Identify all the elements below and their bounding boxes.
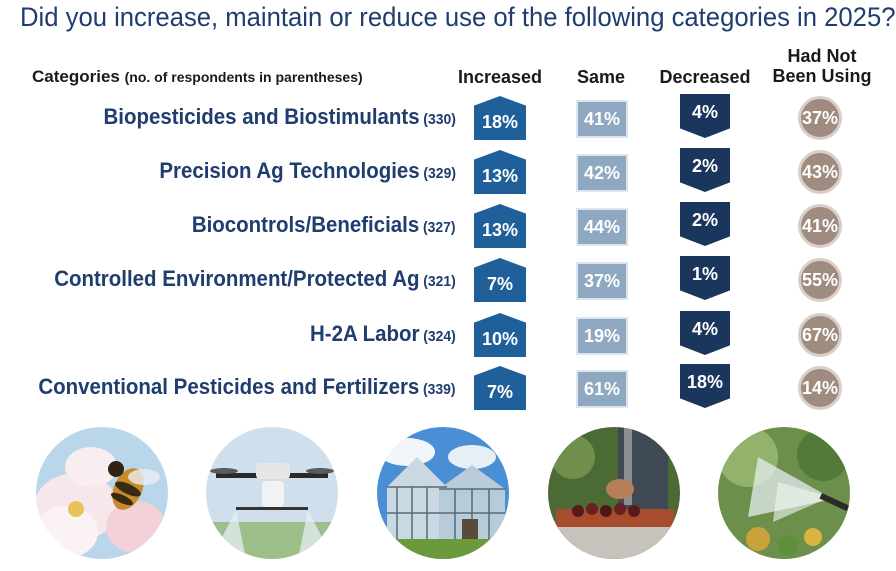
increased-value: 7% xyxy=(474,366,526,410)
category-name: Precision Ag Technologies xyxy=(159,158,420,183)
decreased-value: 2% xyxy=(680,202,730,246)
increased-value: 10% xyxy=(474,313,526,357)
had-not-been-using-value: 41% xyxy=(798,204,842,248)
respondent-count: (327) xyxy=(423,219,456,236)
decreased-value: 1% xyxy=(680,256,730,300)
had-not-been-using-value: 55% xyxy=(798,258,842,302)
decreased-value: 4% xyxy=(680,94,730,138)
table-row: H-2A Labor (324) 10% 19% 4% 67% xyxy=(0,311,896,361)
bee-on-flower-photo xyxy=(36,427,168,559)
category-label: Biopesticides and Biostimulants (330) xyxy=(104,104,456,130)
respondent-count: (329) xyxy=(423,165,456,182)
increased-value: 13% xyxy=(474,150,526,194)
had-not-been-using-value: 43% xyxy=(798,150,842,194)
same-value: 61% xyxy=(578,372,626,406)
greenhouse-photo xyxy=(377,427,509,559)
category-name: Biocontrols/Beneficials xyxy=(192,212,420,237)
had-not-been-using-value: 14% xyxy=(798,366,842,410)
category-label: Controlled Environment/Protected Ag (321) xyxy=(54,266,456,292)
same-value: 19% xyxy=(578,319,626,353)
table-row: Biopesticides and Biostimulants (330) 18% 4… xyxy=(0,94,896,144)
header-categories-label: Categories xyxy=(32,67,120,86)
category-label: Biocontrols/Beneficials (327) xyxy=(192,212,456,238)
header-had-not-line2: Been Using xyxy=(772,66,872,86)
same-value: 37% xyxy=(578,264,626,298)
increased-value: 7% xyxy=(474,258,526,302)
increased-value: 13% xyxy=(474,204,526,248)
increased-value: 18% xyxy=(474,96,526,140)
category-name: Conventional Pesticides and Fertilizers xyxy=(38,374,420,399)
category-label: Precision Ag Technologies (329) xyxy=(159,158,456,184)
same-value: 44% xyxy=(578,210,626,244)
decreased-value: 2% xyxy=(680,148,730,192)
crop-sprayer-photo xyxy=(718,427,850,559)
table-row: Biocontrols/Beneficials (327) 13% 44% 2% 41% xyxy=(0,202,896,252)
header-categories-note: (no. of respondents in parentheses) xyxy=(124,69,363,85)
same-value: 41% xyxy=(578,102,626,136)
respondent-count: (324) xyxy=(423,328,456,345)
same-value: 42% xyxy=(578,156,626,190)
category-label: H-2A Labor (324) xyxy=(310,321,456,347)
had-not-been-using-value: 67% xyxy=(798,313,842,357)
decreased-value: 18% xyxy=(680,364,730,408)
header-increased: Increased xyxy=(457,67,543,87)
category-label: Conventional Pesticides and Fertilizers(… xyxy=(39,374,456,400)
table-row: Conventional Pesticides and Fertilizers(… xyxy=(0,364,896,414)
category-name: H-2A Labor xyxy=(310,321,420,346)
header-had-not-line1: Had Not xyxy=(787,46,857,66)
respondent-count: (321) xyxy=(423,273,456,290)
table-row: Controlled Environment/Protected Ag (321)… xyxy=(0,256,896,306)
category-name: Controlled Environment/Protected Ag xyxy=(54,266,420,291)
farm-worker-harvest-photo xyxy=(548,427,680,559)
chart-title: Did you increase, maintain or reduce use… xyxy=(20,2,896,32)
header-categories: Categories (no. of respondents in parent… xyxy=(32,67,363,87)
header-had-not-been-using: Had Not Been Using xyxy=(762,46,882,86)
respondent-count: (339) xyxy=(423,381,456,398)
category-name: Biopesticides and Biostimulants xyxy=(103,104,420,129)
header-decreased: Decreased xyxy=(659,67,751,87)
respondent-count: (330) xyxy=(423,111,456,128)
decreased-value: 4% xyxy=(680,311,730,355)
agricultural-drone-photo xyxy=(206,427,338,559)
had-not-been-using-value: 37% xyxy=(798,96,842,140)
table-row: Precision Ag Technologies (329) 13% 42% 2% 43… xyxy=(0,148,896,198)
header-same: Same xyxy=(576,67,626,87)
